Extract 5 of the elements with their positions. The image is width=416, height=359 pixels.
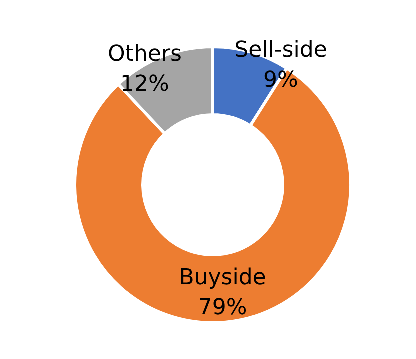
slice-label: Sell-side	[234, 38, 328, 64]
slice-label: Buyside	[179, 266, 266, 291]
slice-label: Others	[108, 42, 182, 68]
data-label: 79%	[198, 296, 248, 321]
data-label: 12%	[120, 72, 170, 98]
